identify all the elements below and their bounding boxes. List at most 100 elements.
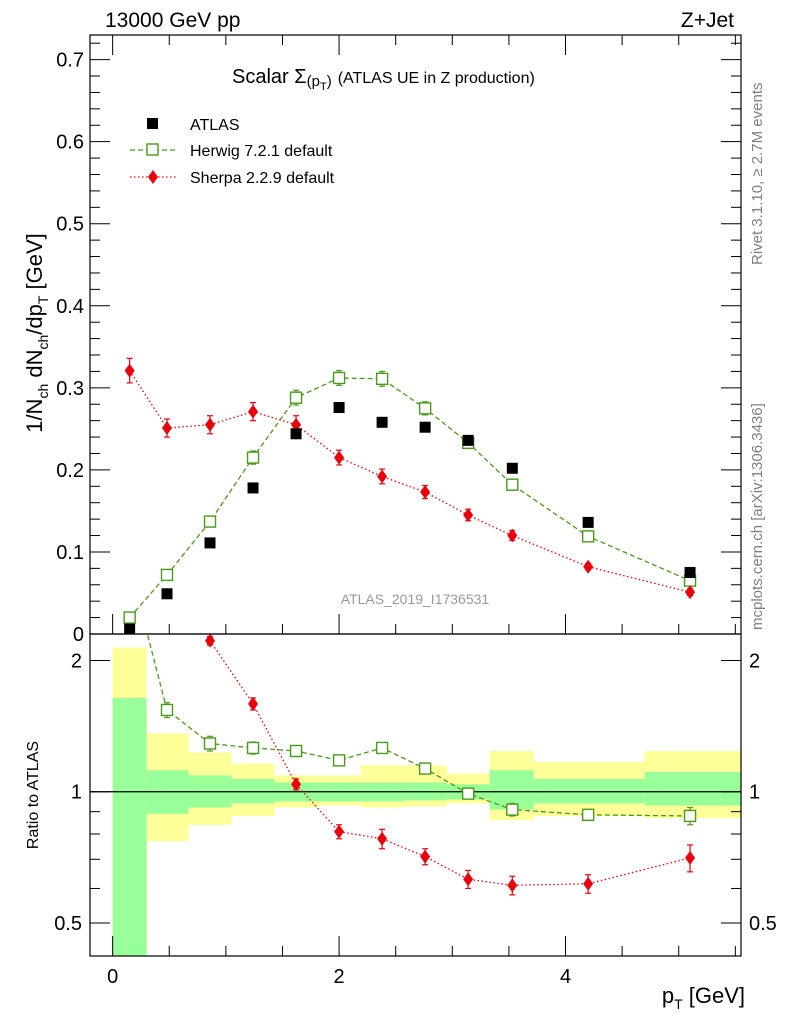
herwig-point (246, 451, 260, 464)
atlas-point (247, 482, 259, 494)
main-title-sub: (p (307, 73, 320, 90)
ratio-ytick-label-right: 1 (749, 782, 760, 804)
ratio-sherpa-point (420, 849, 431, 864)
ratio-sherpa-point (334, 824, 345, 839)
ratio-herwig-point (461, 787, 475, 800)
ratio-ytick-label-right: 2 (749, 650, 760, 672)
sherpa-point (685, 585, 696, 600)
legend-herwig-label: Herwig 7.2.1 default (190, 143, 333, 160)
sherpa-point (205, 417, 216, 432)
ratio-herwig-point (289, 744, 303, 758)
sherpa-line (129, 370, 691, 593)
sherpa-point (377, 469, 388, 484)
ratio-sherpa-point (377, 831, 388, 846)
legend-sherpa-label: Sherpa 2.2.9 default (190, 170, 335, 187)
ratio-herwig-point (203, 737, 217, 750)
main-ytick-label: 0 (73, 624, 84, 646)
ratio-xtick-label: 2 (334, 966, 345, 988)
sherpa-point (161, 421, 172, 436)
legend-atlas-marker (147, 118, 158, 129)
band-green (112, 698, 147, 956)
legend-atlas-label: ATLAS (190, 117, 240, 134)
xlabel-unit: [GeV] (683, 983, 745, 1008)
atlas-point (376, 416, 388, 428)
atlas-point (290, 428, 302, 440)
rivet-label: Rivet 3.1.10, ≥ 2.7M events (749, 83, 766, 266)
ratio-herwig-point (581, 808, 595, 822)
sherpa-point (248, 404, 259, 419)
header-right: Z+Jet (681, 9, 734, 32)
herwig-point (203, 515, 217, 528)
main-title-prefix: Scalar Σ (232, 66, 307, 88)
header-left: 13000 GeV pp (105, 9, 240, 32)
atlas-point (161, 588, 173, 600)
ylabel-p1: ch (35, 384, 51, 399)
atlas-point (204, 537, 216, 549)
main-ytick-label: 0.1 (56, 542, 84, 564)
ylabel-p0: 1/N (22, 399, 47, 433)
main-ytick-label: 0.4 (56, 296, 84, 318)
ratio-sherpa-point (248, 696, 259, 711)
ratio-xtick-label: 4 (560, 966, 571, 988)
main-ylabel: 1/Nch dNch/dpT [GeV] (22, 233, 51, 433)
main-ytick-label: 0.6 (56, 132, 84, 154)
herwig-point (581, 530, 595, 543)
herwig-point (123, 611, 136, 624)
xlabel-sub: T (674, 996, 683, 1012)
herwig-point (289, 391, 303, 404)
atlas-point (124, 623, 136, 634)
ratio-sherpa-point (463, 872, 474, 887)
ratio-herwig-line (146, 634, 691, 817)
ylabel-p3: ch (35, 335, 51, 350)
sherpa-point (420, 485, 431, 500)
ratio-ytick-label: 1 (71, 782, 82, 804)
herwig-point (375, 372, 389, 386)
legend-herwig-marker (146, 143, 159, 156)
ratio-ytick-label: 2 (71, 650, 82, 672)
xlabel-base: p (662, 983, 674, 1008)
ratio-herwig-point (160, 703, 174, 717)
main-panel: 00.10.20.30.40.50.60.7 Scalar Σ(pT) (ATLA… (22, 34, 742, 646)
legend-sherpa-marker (148, 170, 158, 184)
ratio-xlabel: pT [GeV] (662, 983, 745, 1012)
ylabel-p2: dN (22, 350, 47, 384)
herwig-line (129, 377, 691, 619)
herwig-point (332, 371, 346, 385)
main-title-sub-close: ) (327, 73, 332, 90)
band-green (644, 771, 741, 806)
ratio-ylabel: Ratio to ATLAS (25, 741, 42, 849)
legend: ATLAS Herwig 7.2.1 default Sherpa 2.2.9 … (130, 117, 335, 187)
sherpa-point (291, 417, 302, 432)
main-title: Scalar Σ(pT) (ATLAS UE in Z production) (232, 66, 535, 93)
ratio-sherpa-point (507, 878, 518, 893)
sherpa-point (334, 450, 345, 465)
ratio-ytick-label-right: 0.5 (749, 913, 777, 935)
ratio-sherpa-point (685, 850, 696, 865)
sherpa-point (124, 363, 135, 378)
ylabel-p5: T (35, 295, 51, 304)
herwig-point (418, 402, 432, 415)
atlas-point (333, 402, 345, 414)
ratio-ytick-label: 0.5 (54, 913, 82, 935)
ratio-frame (89, 633, 742, 957)
ylabel-p6: [GeV] (22, 233, 47, 295)
ratio-sherpa-point (583, 876, 594, 891)
herwig-point (506, 478, 519, 491)
ratio-herwig-point (506, 803, 519, 816)
atlas-point (684, 566, 696, 578)
main-title-suffix: (ATLAS UE in Z production) (338, 70, 535, 87)
ylabel-p4: /dp (22, 304, 47, 335)
ratio-sherpa-point (205, 634, 216, 648)
main-frame (89, 34, 742, 635)
main-ytick-label: 0.3 (56, 378, 84, 400)
ratio-herwig-point (683, 809, 697, 823)
main-title-sub-t: T (320, 81, 327, 93)
atlas-point (506, 462, 518, 474)
ratio-sherpa-point (291, 777, 302, 792)
sherpa-point (463, 508, 474, 523)
ratio-herwig-point (418, 762, 432, 775)
sherpa-point (583, 559, 594, 574)
sherpa-point (507, 528, 518, 543)
main-ytick-label: 0.5 (56, 214, 84, 236)
